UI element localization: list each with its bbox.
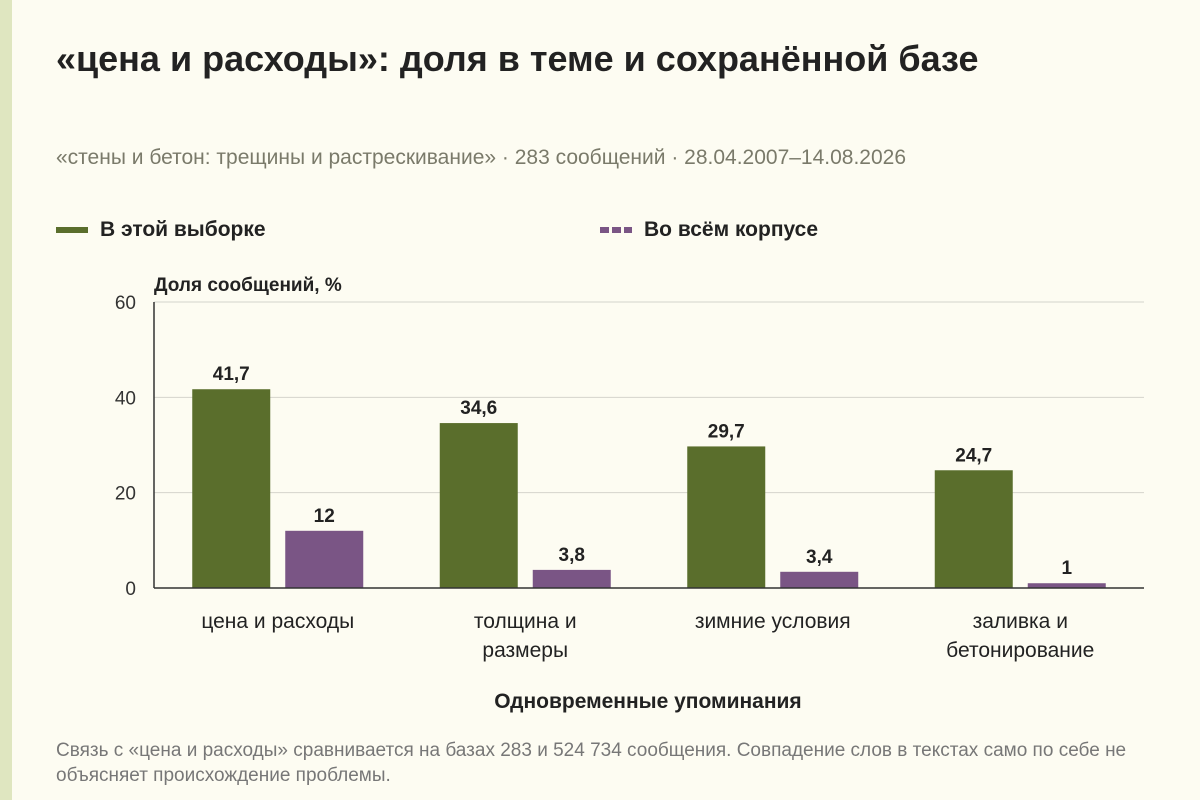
legend-item-corpus[interactable]: Во всём корпусе (600, 218, 818, 242)
bar-s0-c0 (192, 389, 271, 588)
data-label-s0-c0: 41,7 (213, 364, 250, 385)
x-category-label-3: заливка и бетонирование (946, 610, 1094, 662)
chart-legend: В этой выборке Во всём корпусе (56, 218, 1056, 248)
legend-swatch-sample (56, 227, 88, 233)
x-category-label-2: зимние условия (695, 610, 851, 633)
x-category-line-1-1: размеры (482, 639, 568, 662)
bar-s0-c1 (439, 423, 518, 588)
bars: 41,7 12 34,6 3,8 29,7 3,4 24,7 1 (192, 364, 1106, 588)
y-tick-label-0: 0 (125, 579, 136, 600)
gridlines (154, 301, 1144, 494)
data-label-s1-c0: 12 (314, 506, 335, 527)
legend-swatch-corpus (600, 227, 632, 233)
y-tick-label-40: 40 (115, 388, 136, 409)
legend-label-corpus: Во всём корпусе (644, 218, 819, 241)
data-label-s0-c3: 24,7 (955, 445, 992, 466)
x-category-label-1: толщина и размеры (474, 610, 577, 662)
data-label-s1-c3: 1 (1061, 558, 1072, 579)
left-accent-bar (0, 0, 12, 800)
bar-s0-c3 (934, 470, 1013, 588)
y-tick-label-20: 20 (115, 484, 136, 505)
legend-item-sample[interactable]: В этой выборке (56, 218, 266, 242)
x-axis-categories: цена и расходы толщина и размеры зимние усл… (201, 610, 1094, 662)
x-axis-title: Одновременные упоминания (494, 690, 801, 713)
y-axis-title: Доля сообщений, % (154, 275, 342, 296)
x-category-line-1-0: толщина и (474, 610, 577, 633)
bar-s1-c1 (532, 569, 611, 588)
data-label-s0-c2: 29,7 (708, 421, 745, 442)
chart-title: «цена и расходы»: доля в теме и сохранён… (56, 38, 979, 79)
data-label-s0-c1: 34,6 (460, 398, 497, 419)
x-category-line-0-0: цена и расходы (201, 610, 354, 633)
data-label-s1-c1: 3,8 (559, 545, 585, 566)
x-category-label-0: цена и расходы (201, 610, 354, 633)
chart-subtitle: «стены и бетон: трещины и растрескивание… (56, 146, 907, 169)
legend-label-sample: В этой выборке (100, 218, 266, 241)
bar-s1-c3 (1027, 583, 1106, 588)
bar-s0-c2 (687, 446, 766, 588)
y-tick-label-60: 60 (115, 293, 136, 314)
bar-s1-c0 (285, 530, 364, 588)
y-axis-ticks: 0 20 40 60 (115, 293, 136, 600)
x-category-line-3-1: бетонирование (946, 639, 1094, 662)
chart-footnote: Связь с «цена и расходы» сравнивается на… (56, 740, 1127, 786)
data-label-s1-c2: 3,4 (806, 547, 833, 568)
x-category-line-3-0: заливка и (973, 610, 1068, 633)
bar-s1-c2 (780, 571, 859, 588)
x-category-line-2-0: зимние условия (695, 610, 851, 633)
